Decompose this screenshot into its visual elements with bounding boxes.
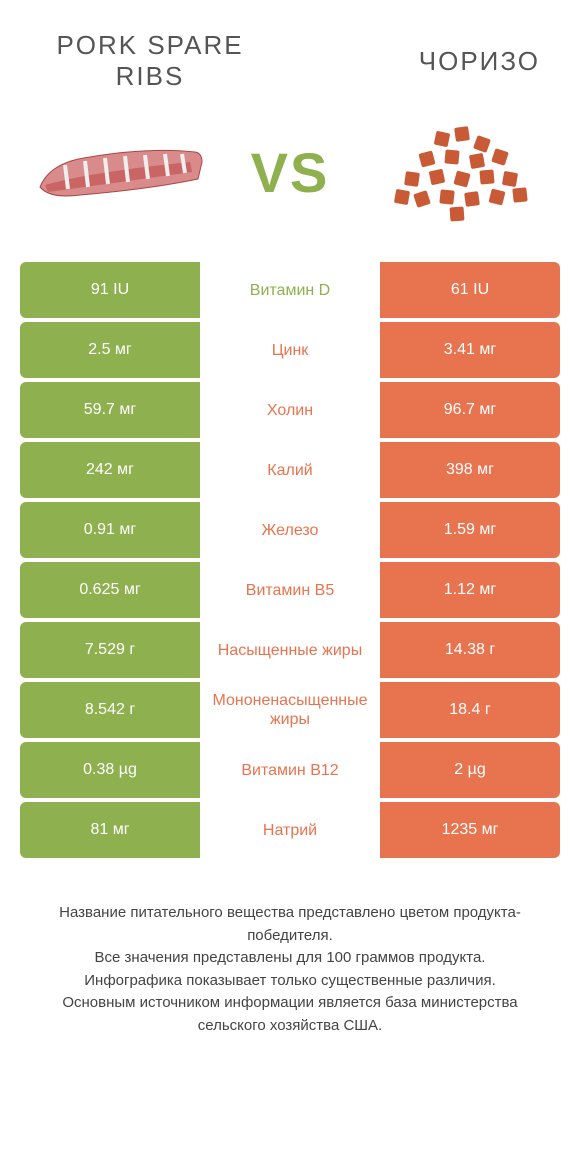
comparison-table: 91 IUВитамин D61 IU2.5 мгЦинк3.41 мг59.7… [0, 262, 580, 858]
table-row: 7.529 гНасыщенные жиры14.38 г [20, 622, 560, 678]
left-value-cell: 81 мг [20, 802, 200, 858]
right-value-cell: 2 µg [380, 742, 560, 798]
nutrient-label: Мононенасыщенные жиры [200, 682, 380, 738]
table-row: 91 IUВитамин D61 IU [20, 262, 560, 318]
left-value-cell: 0.38 µg [20, 742, 200, 798]
pork-ribs-image [30, 112, 210, 232]
left-value-cell: 0.625 мг [20, 562, 200, 618]
footer-line: Все значения представлены для 100 граммо… [30, 947, 550, 970]
left-value-cell: 2.5 мг [20, 322, 200, 378]
right-title-text: ЧОРИЗО [419, 46, 540, 77]
table-row: 59.7 мгХолин96.7 мг [20, 382, 560, 438]
footer-line: Название питательного вещества представл… [30, 902, 550, 947]
table-row: 8.542 гМононенасыщенные жиры18.4 г [20, 682, 560, 738]
nutrient-label: Холин [200, 382, 380, 438]
right-value-cell: 14.38 г [380, 622, 560, 678]
nutrient-label: Витамин B5 [200, 562, 380, 618]
left-value-cell: 7.529 г [20, 622, 200, 678]
left-title-text: PORK SPARE RIBS [40, 30, 260, 92]
table-row: 242 мгКалий398 мг [20, 442, 560, 498]
right-value-cell: 398 мг [380, 442, 560, 498]
nutrient-label: Железо [200, 502, 380, 558]
nutrient-label: Натрий [200, 802, 380, 858]
footer-text: Название питательного вещества представл… [0, 862, 580, 1037]
table-row: 0.38 µgВитамин B122 µg [20, 742, 560, 798]
right-value-cell: 3.41 мг [380, 322, 560, 378]
right-value-cell: 18.4 г [380, 682, 560, 738]
table-row: 0.625 мгВитамин B51.12 мг [20, 562, 560, 618]
table-row: 2.5 мгЦинк3.41 мг [20, 322, 560, 378]
header: PORK SPARE RIBS ЧОРИЗО [0, 0, 580, 102]
left-value-cell: 91 IU [20, 262, 200, 318]
table-row: 81 мгНатрий1235 мг [20, 802, 560, 858]
right-product-title: ЧОРИЗО [320, 30, 540, 92]
right-value-cell: 1235 мг [380, 802, 560, 858]
right-value-cell: 61 IU [380, 262, 560, 318]
nutrient-label: Цинк [200, 322, 380, 378]
nutrient-label: Калий [200, 442, 380, 498]
nutrient-label: Витамин D [200, 262, 380, 318]
vs-label: VS [251, 140, 330, 205]
left-value-cell: 242 мг [20, 442, 200, 498]
right-value-cell: 1.59 мг [380, 502, 560, 558]
nutrient-label: Витамин B12 [200, 742, 380, 798]
right-value-cell: 96.7 мг [380, 382, 560, 438]
footer-line: Основным источником информации является … [30, 992, 550, 1037]
left-value-cell: 8.542 г [20, 682, 200, 738]
footer-line: Инфографика показывает только существенн… [30, 970, 550, 993]
table-row: 0.91 мгЖелезо1.59 мг [20, 502, 560, 558]
right-value-cell: 1.12 мг [380, 562, 560, 618]
images-row: VS [0, 102, 580, 262]
nutrient-label: Насыщенные жиры [200, 622, 380, 678]
left-product-title: PORK SPARE RIBS [40, 30, 260, 92]
chorizo-image [370, 112, 550, 232]
left-value-cell: 59.7 мг [20, 382, 200, 438]
left-value-cell: 0.91 мг [20, 502, 200, 558]
